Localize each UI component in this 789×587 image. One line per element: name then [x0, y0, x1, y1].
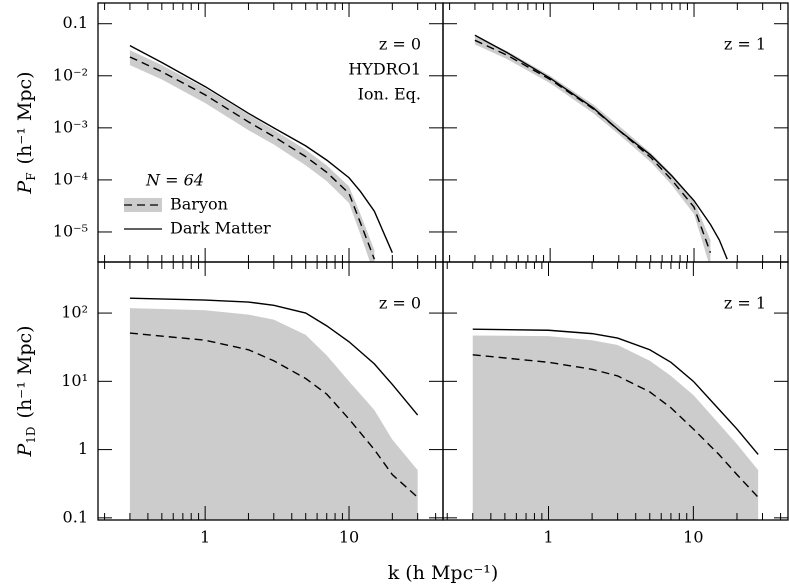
- y-tick-label: 1: [78, 439, 88, 458]
- panel-frame: [442, 261, 789, 521]
- x-axis-label: k (h Mpc⁻¹): [388, 562, 499, 584]
- annotation: HYDRO1: [348, 60, 421, 79]
- legend-label: Baryon: [170, 195, 228, 214]
- y-tick-label: 10⁻⁵: [53, 221, 88, 240]
- panel: [472, 328, 759, 520]
- panel: [129, 297, 419, 520]
- y-tick-label: 10⁻²: [53, 65, 88, 84]
- band: [474, 36, 711, 262]
- annotation: Ion. Eq.: [358, 85, 421, 104]
- legend-title: N = 64: [145, 171, 204, 190]
- y-label-unit: (h⁻¹ Mpc): [14, 71, 36, 164]
- y-tick-label: 0.1: [63, 13, 88, 32]
- panel: [129, 44, 393, 262]
- y-label-symbol: P: [14, 443, 36, 458]
- y-tick-label: 10²: [61, 303, 88, 322]
- y-axis-label: P1D (h⁻¹ Mpc): [14, 325, 38, 457]
- y-label-symbol: P: [14, 180, 36, 195]
- x-tick-label: 10: [683, 528, 703, 547]
- annotation: z = 1: [724, 35, 766, 54]
- baryon-line: [129, 56, 376, 260]
- x-tick-label: 1: [200, 528, 210, 547]
- y-tick-label: 10¹: [61, 371, 88, 390]
- y-tick-label: 10⁻³: [53, 117, 88, 136]
- y-axis-label: PF (h⁻¹ Mpc): [14, 71, 38, 194]
- baryon-line: [129, 332, 419, 498]
- y-label-subscript: F: [24, 172, 38, 180]
- y-tick-label: 0.1: [63, 507, 88, 526]
- legend-label: Dark Matter: [170, 219, 271, 238]
- y-label-unit: (h⁻¹ Mpc): [14, 325, 36, 418]
- baryon-line: [472, 354, 759, 498]
- dark-matter-line: [129, 297, 419, 416]
- y-tick-label: 10⁻⁴: [53, 169, 88, 188]
- band: [129, 50, 375, 262]
- panel: [474, 34, 728, 262]
- x-tick-label: 1: [543, 528, 553, 547]
- x-tick-label: 10: [339, 528, 359, 547]
- annotation: z = 0: [379, 35, 421, 54]
- baryon-line: [474, 39, 712, 253]
- annotation: z = 1: [724, 294, 766, 313]
- y-label-subscript: 1D: [24, 426, 38, 443]
- band: [472, 335, 759, 520]
- dark-matter-line: [472, 328, 759, 455]
- dark-matter-line: [474, 34, 728, 260]
- annotation: z = 0: [379, 294, 421, 313]
- dark-matter-line: [129, 44, 393, 253]
- band: [129, 308, 418, 520]
